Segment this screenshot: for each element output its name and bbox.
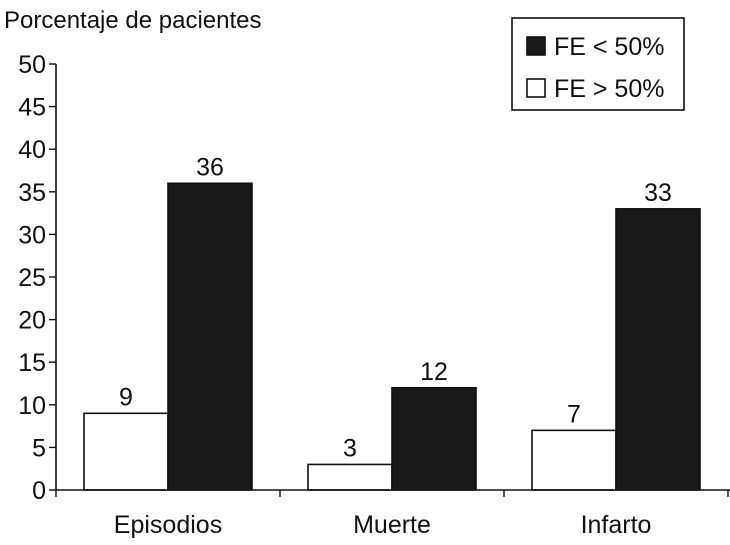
y-tick-label-50: 50 — [18, 51, 46, 79]
y-tick-label-5: 5 — [32, 434, 46, 462]
data-label-infarto-fe-lt-50: 33 — [644, 179, 672, 207]
bar-episodios-fe-lt-50 — [167, 182, 253, 491]
bar-infarto-fe-lt-50 — [615, 208, 701, 491]
y-tick-label-40: 40 — [18, 136, 46, 164]
bar-muerte-fe-gt-50 — [307, 463, 393, 491]
legend-swatch-black — [526, 36, 546, 56]
legend-label-fe-lt-50: FE < 50% — [554, 33, 664, 61]
bar-infarto-fe-gt-50 — [531, 429, 617, 491]
data-label-episodios-fe-lt-50: 36 — [196, 153, 224, 181]
y-tick-label-20: 20 — [18, 307, 46, 335]
legend: FE < 50% FE > 50% — [511, 17, 685, 111]
data-label-infarto-fe-gt-50: 7 — [567, 400, 581, 428]
category-label-episodios: Episodios — [114, 511, 222, 539]
data-label-muerte-fe-gt-50: 3 — [343, 434, 357, 462]
y-tick-label-15: 15 — [18, 349, 46, 377]
bars-group: 9 36 3 12 7 33 — [83, 153, 701, 491]
y-tick-label-30: 30 — [18, 221, 46, 249]
legend-swatch-white — [526, 78, 546, 98]
axes-group: 0 5 10 15 20 25 30 35 40 45 50 Episodios Muerte Infar… — [18, 51, 730, 539]
legend-label-fe-gt-50: FE > 50% — [554, 75, 664, 103]
data-label-muerte-fe-lt-50: 12 — [420, 358, 448, 386]
bar-episodios-fe-gt-50 — [83, 412, 169, 491]
y-tick-label-25: 25 — [18, 264, 46, 292]
y-tick-label-0: 0 — [32, 477, 46, 505]
data-label-episodios-fe-gt-50: 9 — [119, 383, 133, 411]
bar-muerte-fe-lt-50 — [391, 386, 477, 491]
y-tick-label-10: 10 — [18, 392, 46, 420]
category-label-infarto: Infarto — [581, 511, 652, 539]
category-label-muerte: Muerte — [353, 511, 431, 539]
y-axis-title: Porcentaje de pacientes — [4, 7, 262, 34]
y-tick-label-45: 45 — [18, 94, 46, 122]
y-tick-label-35: 35 — [18, 179, 46, 207]
